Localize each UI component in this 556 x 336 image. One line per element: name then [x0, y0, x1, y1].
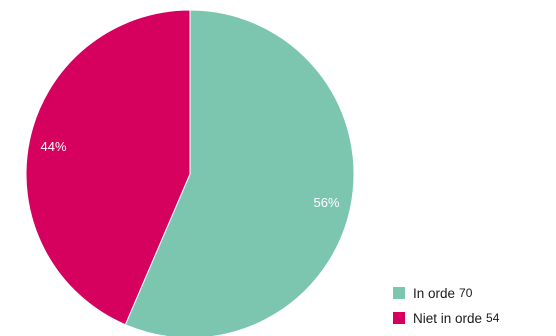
legend-label-in-orde: In orde [413, 285, 456, 301]
pie-label-in-orde: 56% [313, 195, 339, 210]
legend-swatch-in-orde [393, 287, 405, 299]
legend: In orde 70 Niet in orde 54 [393, 285, 499, 335]
legend-item-niet-in-orde: Niet in orde 54 [393, 310, 499, 326]
legend-value-niet-in-orde: 54 [486, 311, 500, 325]
pie-label-niet-in-orde: 44% [40, 139, 66, 154]
legend-value-in-orde: 70 [459, 286, 473, 300]
legend-swatch-niet-in-orde [393, 312, 405, 324]
pie-slice-in-orde [124, 9, 355, 336]
legend-item-in-orde: In orde 70 [393, 285, 499, 301]
pie-slice-niet-in-orde [25, 9, 191, 326]
legend-label-niet-in-orde: Niet in orde [413, 310, 483, 326]
